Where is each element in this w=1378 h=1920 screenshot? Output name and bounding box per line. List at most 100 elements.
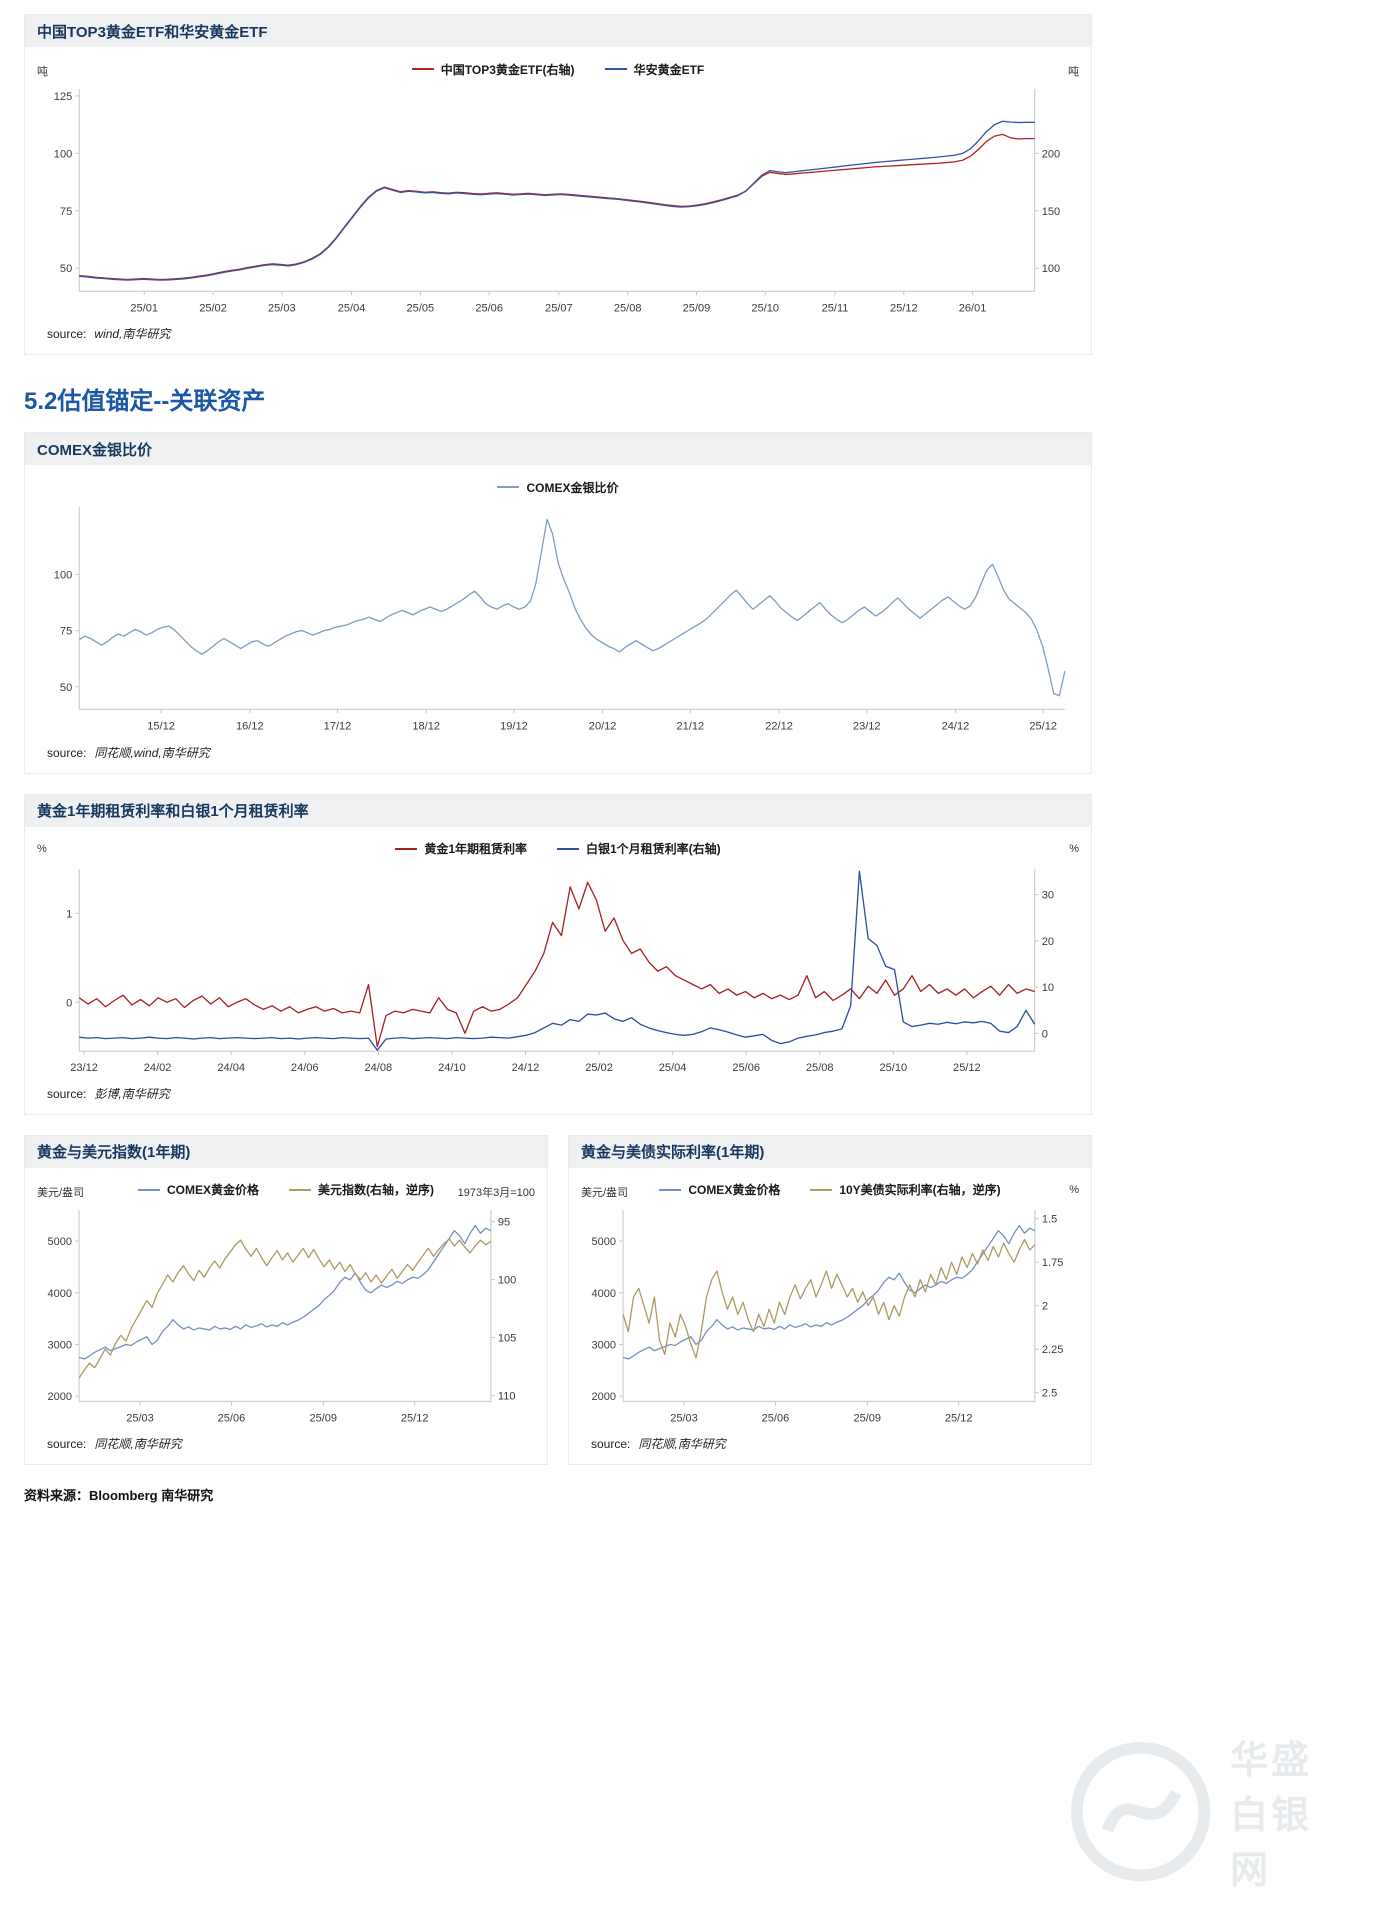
- lease-chart-plot-area: 黄金1年期租赁利率 白银1个月租赁利率(右轴)%% 0 1 0 10 20 30 23/12 24…: [33, 837, 1083, 1077]
- legend-line-sample: [395, 847, 418, 850]
- axis-tick-label: 50: [60, 682, 72, 694]
- axis-tick-label: 95: [498, 1217, 510, 1229]
- x-axis-tick-label: 25/12: [953, 1062, 981, 1074]
- source-line: source: wind,南华研究: [33, 317, 1083, 354]
- x-axis-tick-label: 24/12: [942, 721, 970, 733]
- chart-title-bar: 黄金1年期租赁利率和白银1个月租赁利率: [25, 794, 1091, 827]
- axis-tick-label: 50: [60, 263, 72, 275]
- axis-tick-label: 100: [498, 1275, 516, 1287]
- source-value: 彭博,南华研究: [94, 1086, 170, 1101]
- x-axis-tick-label: 25/01: [130, 302, 158, 314]
- chart-plot: 2000 3000 4000 5000 1.5 1.75 2 2.25 2.5 25/03 25/0…: [592, 1209, 1063, 1424]
- x-axis-tick-label: 25/03: [268, 302, 296, 314]
- watermark: 华盛白银网: [1065, 1729, 1342, 1894]
- source-value: wind,南华研究: [94, 327, 171, 342]
- axis-tick-label: 75: [60, 206, 72, 218]
- chart-title-bar: 黄金与美债实际利率(1年期): [569, 1135, 1091, 1168]
- x-axis-tick-label: 25/10: [879, 1062, 907, 1074]
- series-line: [79, 120, 1035, 281]
- chart-card-gold-real-rate: 黄金与美债实际利率(1年期) COMEX黄金价格 10Y美债实际利率(右轴，逆序)…: [568, 1134, 1092, 1466]
- chart-title: 黄金与美债实际利率(1年期): [581, 1144, 765, 1162]
- x-axis-tick-label: 21/12: [677, 721, 705, 733]
- axis-tick-label: 100: [54, 570, 72, 582]
- chart-card-gold-silver-ratio: COMEX金银比价 COMEX金银比价 50 75 100 15/12 16/12 17/1…: [24, 432, 1092, 774]
- chart-legend: 黄金1年期租赁利率 白银1个月租赁利率(右轴): [33, 837, 1083, 861]
- axis-tick-label: 110: [498, 1391, 516, 1403]
- left-axis-unit: 美元/盎司: [581, 1186, 629, 1199]
- chart-legend: COMEX黄金价格 美元指数(右轴，逆序): [33, 1178, 539, 1202]
- legend-label: COMEX黄金价格: [166, 1183, 259, 1198]
- x-axis-tick-label: 25/03: [670, 1412, 698, 1424]
- chart-body: 黄金1年期租赁利率 白银1个月租赁利率(右轴)%% 0 1 0 10 20 30 23/12 24…: [25, 827, 1091, 1114]
- legend-line-sample: [604, 68, 627, 70]
- watermark-text: 华盛白银网: [1230, 1740, 1313, 1892]
- legend-label: 中国TOP3黄金ETF(右轴): [440, 62, 575, 77]
- etf-chart-plot-area: 中国TOP3黄金ETF(右轴) 华安黄金ETF 吨 吨 50 75 100 125 100 150…: [33, 57, 1083, 317]
- legend-item: 美元指数(右轴，逆序): [289, 1181, 434, 1198]
- legend-line-sample: [411, 68, 434, 70]
- series-line: [78, 519, 1066, 697]
- source-value: 同花顺,南华研究: [638, 1437, 726, 1452]
- x-axis-tick-label: 23/12: [70, 1062, 98, 1074]
- axis-tick-label: 20: [1042, 936, 1054, 948]
- x-axis-tick-label: 25/11: [822, 302, 849, 314]
- legend-item: COMEX金银比价: [497, 479, 619, 496]
- source-label: source:: [47, 327, 87, 342]
- x-axis-tick-label: 25/04: [659, 1062, 687, 1074]
- source-line: source: 同花顺,南华研究: [577, 1427, 1083, 1464]
- axis-tick-label: 5000: [48, 1236, 73, 1248]
- x-axis-tick-label: 25/09: [854, 1412, 882, 1424]
- axis-tick-label: 4000: [592, 1288, 617, 1300]
- axis-tick-label: 75: [60, 626, 72, 638]
- x-axis-tick-label: 23/12: [853, 721, 881, 733]
- series-line: [78, 881, 1035, 1048]
- x-axis-tick-label: 24/02: [144, 1062, 172, 1074]
- gold-dxy-plot-area: COMEX黄金价格 美元指数(右轴，逆序) 美元/盎司 1973年3月=100 2000…: [33, 1178, 539, 1427]
- chart-title: 中国TOP3黄金ETF和华安黄金ETF: [37, 23, 268, 41]
- legend-label: 10Y美债实际利率(右轴，逆序): [839, 1183, 1001, 1198]
- axis-tick-label: 1.5: [1042, 1214, 1057, 1226]
- right-axis-unit: %: [1069, 1183, 1079, 1196]
- series-line: [78, 1238, 492, 1379]
- legend-label: 华安黄金ETF: [633, 62, 705, 77]
- chart-title: COMEX金银比价: [37, 441, 153, 459]
- chart-title: 黄金1年期租赁利率和白银1个月租赁利率: [37, 803, 309, 821]
- series-line: [622, 1224, 1036, 1360]
- source-value: 同花顺,南华研究: [94, 1437, 182, 1452]
- axis-tick-label: 2000: [48, 1391, 73, 1403]
- chart-title: 黄金与美元指数(1年期): [37, 1144, 191, 1162]
- chart-card-lease-rates: 黄金1年期租赁利率和白银1个月租赁利率 黄金1年期租赁利率 白银1个月租赁利率(右…: [24, 793, 1092, 1115]
- legend-label: COMEX黄金价格: [688, 1183, 781, 1198]
- x-axis-tick-label: 25/08: [806, 1062, 834, 1074]
- legend-label: 白银1个月租赁利率(右轴): [586, 842, 721, 857]
- source-value: 同花顺,wind,南华研究: [94, 745, 210, 760]
- right-axis-unit: %: [1069, 842, 1079, 855]
- chart-plot: 50 75 100 125 100 150 200 25/01 25/02 25/03 25/04 2…: [54, 89, 1060, 314]
- x-axis-tick-label: 25/06: [732, 1062, 760, 1074]
- left-axis-unit: %: [37, 842, 47, 855]
- legend-label: 美元指数(右轴，逆序): [318, 1183, 434, 1198]
- x-axis-tick-label: 25/09: [310, 1412, 338, 1424]
- axis-tick-label: 5000: [592, 1236, 617, 1248]
- chart-title-bar: 中国TOP3黄金ETF和华安黄金ETF: [25, 15, 1091, 47]
- axis-tick-label: 0: [1042, 1028, 1048, 1040]
- content-column: 中国TOP3黄金ETF和华安黄金ETF 中国TOP3黄金ETF(右轴) 华安黄金E…: [24, 0, 1092, 1504]
- x-axis-tick-label: 25/08: [614, 302, 642, 314]
- x-axis-tick-label: 25/12: [890, 302, 918, 314]
- x-axis-tick-label: 25/02: [199, 302, 227, 314]
- ratio-chart-plot-area: COMEX金银比价 50 75 100 15/12 16/12 17/12 18/12 19/1…: [33, 475, 1083, 735]
- axis-tick-label: 10: [1042, 982, 1054, 994]
- x-axis-tick-label: 17/12: [324, 721, 352, 733]
- axis-tick-label: 3000: [592, 1339, 617, 1351]
- x-axis-tick-label: 16/12: [236, 721, 264, 733]
- legend-line-sample: [557, 847, 579, 850]
- source-line: source: 彭博,南华研究: [33, 1077, 1083, 1114]
- chart-title-bar: 黄金与美元指数(1年期): [25, 1135, 547, 1168]
- legend-line-sample: [289, 1188, 311, 1191]
- axis-tick-label: 200: [1042, 148, 1060, 160]
- x-axis-tick-label: 25/06: [762, 1412, 790, 1424]
- left-axis-unit: 美元/盎司: [37, 1186, 85, 1199]
- chart-card-gold-dxy: 黄金与美元指数(1年期) COMEX黄金价格 美元指数(右轴，逆序) 美元/盎司 19…: [24, 1134, 548, 1466]
